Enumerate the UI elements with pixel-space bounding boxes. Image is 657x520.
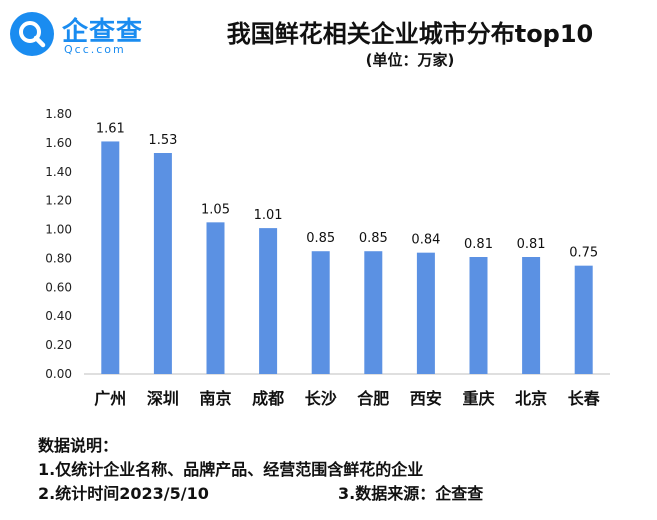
x-tick-label: 长沙	[305, 389, 337, 408]
data-label: 0.81	[464, 237, 493, 252]
data-label: 1.05	[201, 202, 230, 217]
bar	[364, 251, 383, 374]
x-tick-label: 南京	[199, 389, 231, 408]
y-tick-label: 1.60	[45, 136, 72, 150]
note-scope: 1.仅统计企业名称、品牌产品、经营范围含鲜花的企业	[38, 460, 424, 479]
data-label: 0.84	[411, 233, 440, 248]
notes-heading: 数据说明：	[38, 436, 119, 455]
y-tick-label: 0.60	[45, 280, 72, 294]
bar	[311, 251, 330, 374]
chart-subtitle: (单位：万家)	[365, 51, 455, 69]
x-tick-label: 北京	[515, 389, 547, 408]
x-tick-label: 广州	[94, 389, 126, 408]
x-tick-label: 西安	[410, 389, 442, 408]
magnifier-logo-icon	[10, 12, 54, 56]
x-tick-label: 长春	[568, 389, 601, 408]
x-tick-label: 深圳	[147, 389, 179, 408]
bar	[416, 252, 435, 374]
logo-domain: Qcc.com	[64, 43, 126, 56]
y-tick-label: 1.00	[45, 223, 72, 237]
logo-name: 企查查	[62, 17, 144, 47]
bar	[522, 257, 541, 374]
data-label: 1.61	[96, 121, 125, 136]
bar	[206, 222, 225, 374]
bar-chart: 0.00 0.20 0.40 0.60 0.80 1.00 1.20 1.40 1.60 1.80…	[45, 107, 610, 408]
note-date: 2.统计时间2023/5/10	[38, 484, 209, 503]
x-tick-label: 重庆	[462, 389, 494, 408]
bar	[469, 257, 488, 374]
bar	[259, 228, 278, 374]
chart-title: 我国鲜花相关企业城市分布top10	[226, 20, 594, 48]
bar	[574, 265, 593, 374]
y-tick-label: 1.40	[45, 165, 72, 179]
y-tick-label: 1.80	[45, 107, 72, 121]
data-label: 1.01	[254, 208, 283, 223]
data-label: 0.81	[517, 237, 546, 252]
y-tick-label: 0.20	[45, 338, 72, 352]
y-tick-label: 0.40	[45, 309, 72, 323]
x-tick-label: 合肥	[357, 389, 389, 408]
note-source: 3.数据来源：企查查	[338, 484, 484, 503]
bar	[101, 141, 120, 374]
data-label: 0.85	[306, 231, 335, 246]
data-label: 1.53	[148, 133, 177, 148]
y-tick-label: 0.00	[45, 367, 72, 381]
x-tick-label: 成都	[252, 389, 284, 408]
data-label: 0.75	[569, 246, 598, 261]
qcc-logo: 企查查 Qcc.com	[10, 10, 160, 58]
bar	[153, 153, 172, 374]
data-label: 0.85	[359, 231, 388, 246]
y-tick-label: 0.80	[45, 251, 72, 265]
y-tick-label: 1.20	[45, 194, 72, 208]
